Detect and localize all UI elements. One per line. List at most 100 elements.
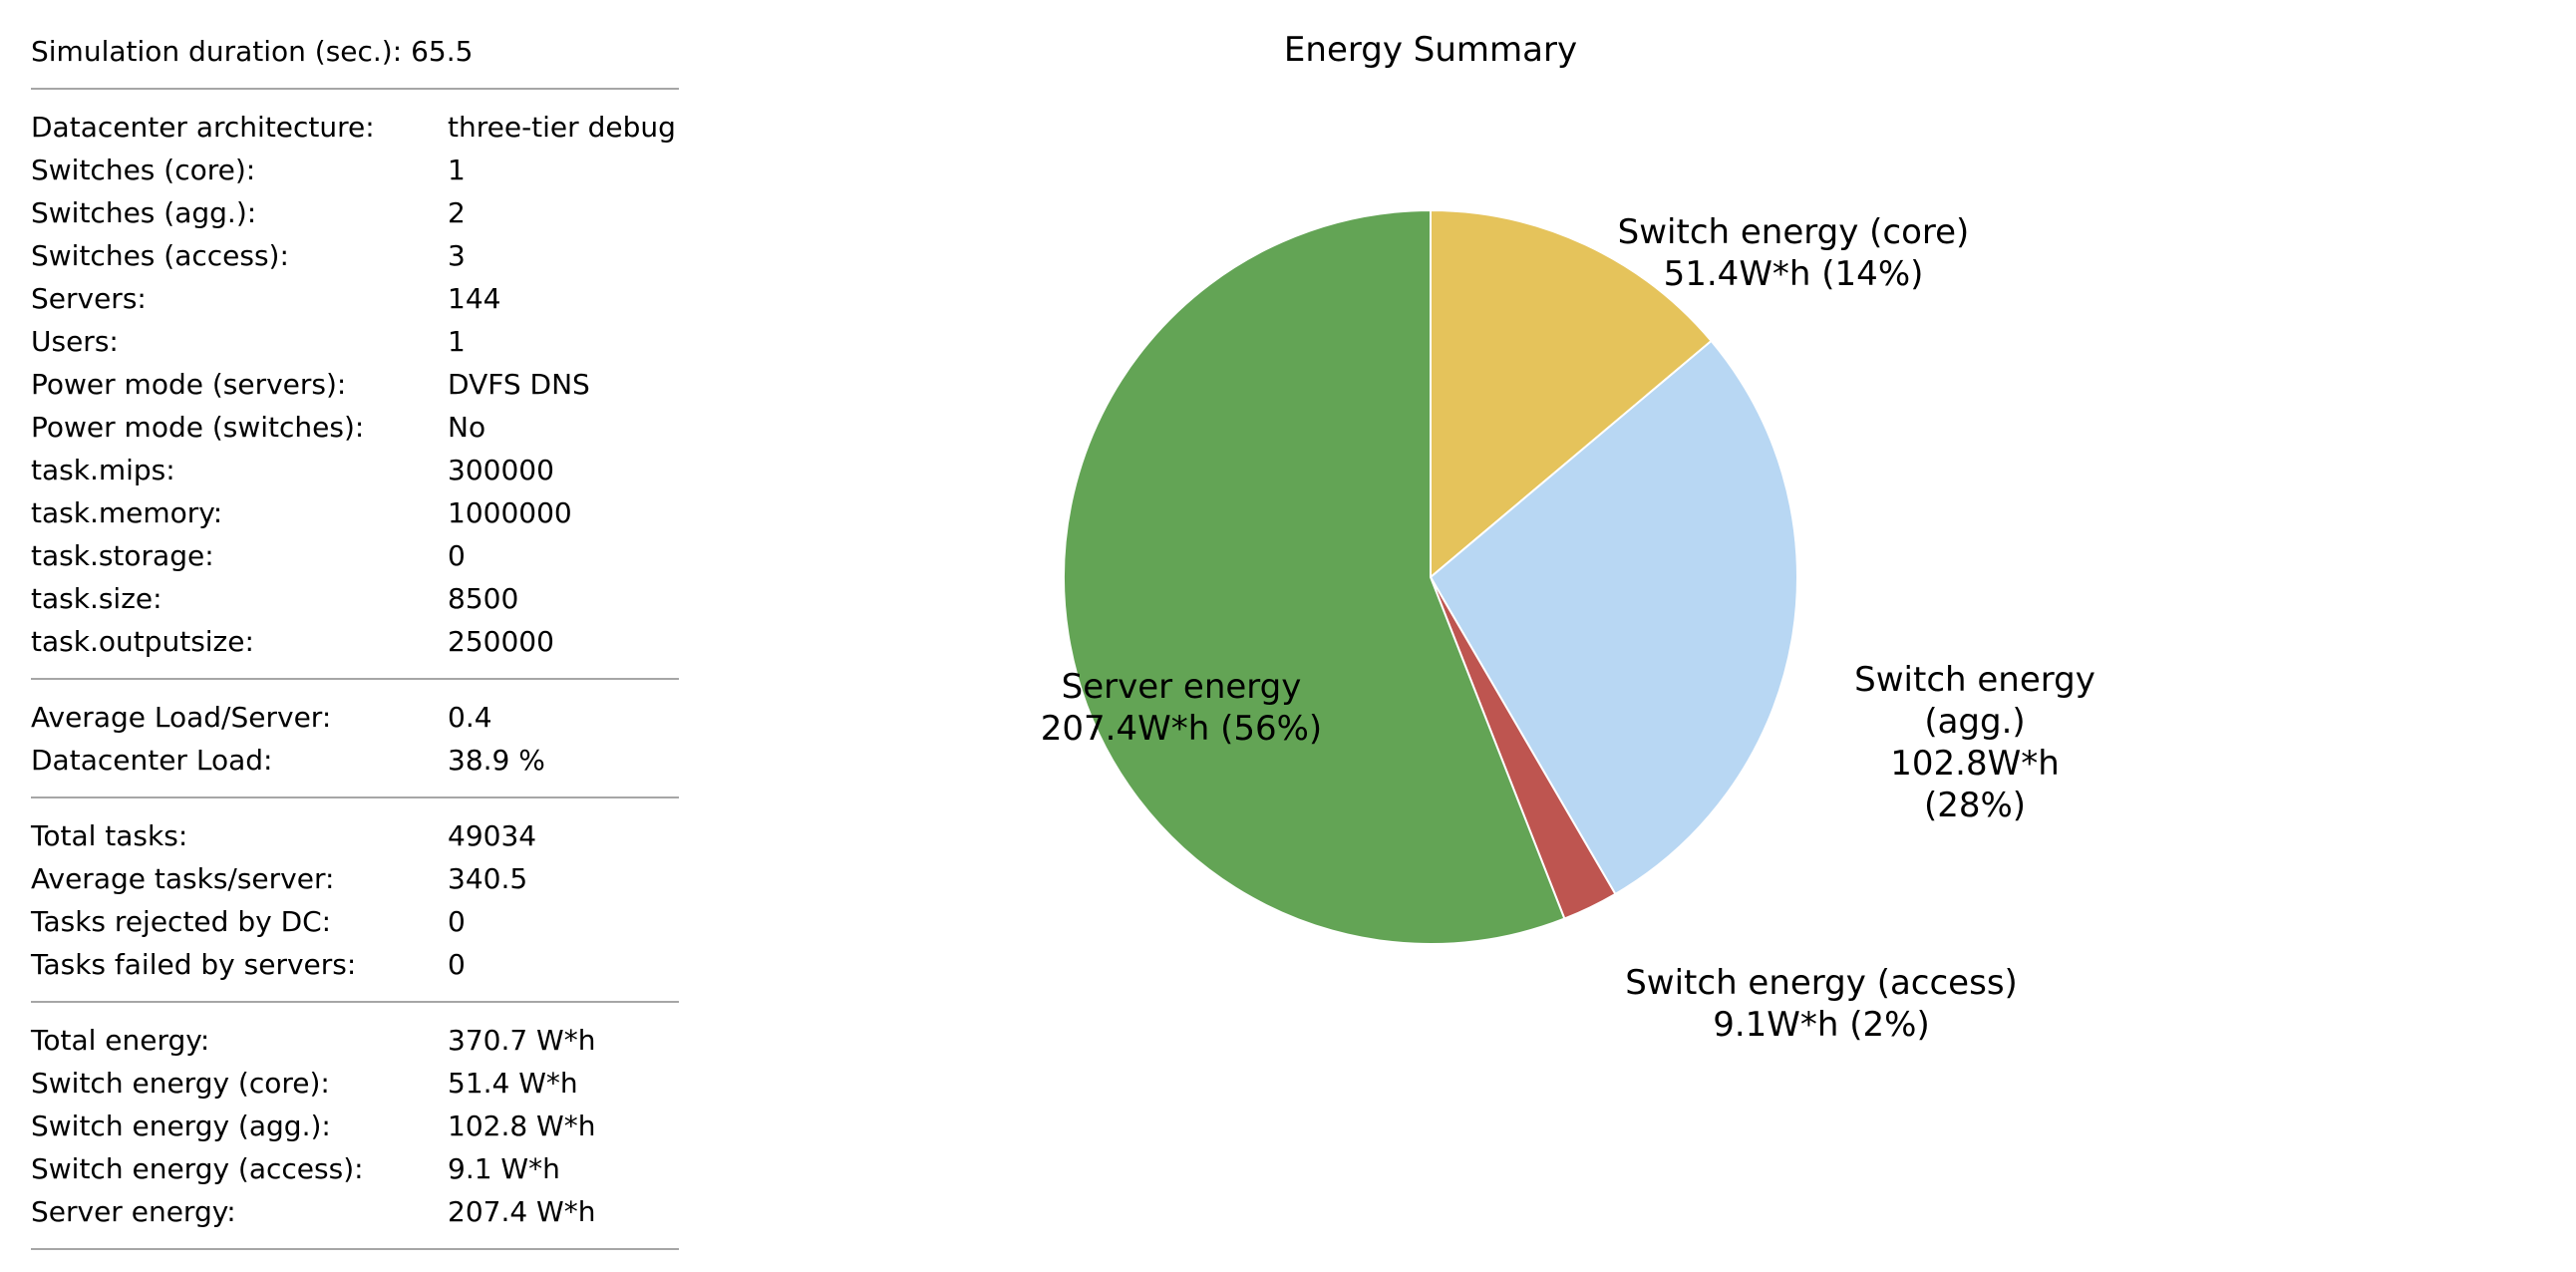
pie-slice-switch-energy-agg — [1429, 339, 1798, 896]
stat-row: Power mode (servers): DVFS DNS — [31, 363, 679, 406]
stat-row: Switches (agg.): 2 — [31, 191, 679, 234]
section-divider — [31, 1248, 679, 1250]
stat-value: 9.1 W*h — [448, 1152, 560, 1185]
stat-row: Average tasks/server: 340.5 — [31, 857, 679, 900]
pie-slice-label-line: Switch energy — [1854, 660, 2095, 700]
stat-label: task.outputsize: — [31, 625, 254, 658]
stat-value: 340.5 — [448, 862, 528, 895]
pie-labels: Switch energy (core) 51.4W*h (14%) Switch … — [1041, 212, 2095, 1045]
stat-row: Switches (core): 1 — [31, 149, 679, 191]
stat-row: Switch energy (core): 51.4 W*h — [31, 1062, 679, 1105]
stat-value: 207.4 W*h — [448, 1195, 596, 1228]
simulation-duration-row: Simulation duration (sec.): 65.5 — [31, 30, 679, 73]
stat-value: 144 — [448, 282, 501, 315]
stat-row: task.size: 8500 — [31, 577, 679, 620]
stat-label: Users: — [31, 325, 119, 358]
stat-value: 300000 — [448, 454, 554, 486]
pie-slices — [1063, 208, 1798, 945]
stat-value: 0.4 — [448, 701, 492, 734]
stat-value: No — [448, 411, 486, 444]
stat-row: task.memory: 1000000 — [31, 491, 679, 534]
stat-label: Switch energy (access): — [31, 1152, 364, 1185]
stat-value: 1 — [448, 154, 466, 186]
stat-row: Power mode (switches): No — [31, 406, 679, 449]
energy-summary-chart: Energy Summary Switch energy (core) 51.4W… — [947, 0, 2243, 1272]
stat-row: Users: 1 — [31, 320, 679, 363]
stat-value: 0 — [448, 539, 466, 572]
stat-value: 8500 — [448, 582, 519, 615]
pie-slice-label-line: 51.4W*h (14%) — [1664, 254, 1924, 294]
stat-label: Datacenter Load: — [31, 744, 273, 777]
simulation-duration-label: Simulation duration (sec.): — [31, 35, 403, 68]
stat-label: Total tasks: — [31, 819, 188, 852]
stat-group: Total tasks: 49034 Average tasks/server: 34… — [31, 814, 679, 986]
stat-label: Average tasks/server: — [31, 862, 335, 895]
pie-slice-label-line: (28%) — [1924, 786, 2026, 825]
stat-label: Switch energy (core): — [31, 1067, 330, 1100]
stat-label: Average Load/Server: — [31, 701, 332, 734]
stat-label: Datacenter architecture: — [31, 111, 375, 144]
stat-row: Server energy: 207.4 W*h — [31, 1190, 679, 1233]
stat-label: Power mode (switches): — [31, 411, 365, 444]
stat-value: 2 — [448, 196, 466, 229]
stat-row: Switches (access): 3 — [31, 234, 679, 277]
stat-value: 0 — [448, 905, 466, 938]
stat-label: Tasks rejected by DC: — [31, 905, 332, 938]
stat-row: Total energy: 370.7 W*h — [31, 1019, 679, 1062]
pie-slice-server-energy — [1063, 208, 1566, 945]
pie-slice-label-line: 207.4W*h (56%) — [1041, 709, 1322, 749]
pie-slice-switch-energy-core — [1430, 208, 1713, 580]
stat-label: task.memory: — [31, 496, 223, 529]
stat-group: Datacenter architecture: three-tier debug… — [31, 106, 679, 663]
stat-value: 3 — [448, 239, 466, 272]
stat-label: Tasks failed by servers: — [31, 948, 357, 981]
stat-label: Server energy: — [31, 1195, 236, 1228]
stat-value: 1000000 — [448, 496, 572, 529]
stat-label: Servers: — [31, 282, 147, 315]
pie-slice-label-line: (agg.) — [1924, 702, 2025, 742]
stat-row: task.mips: 300000 — [31, 449, 679, 491]
stat-row: Datacenter architecture: three-tier debug — [31, 106, 679, 149]
chart-title: Energy Summary — [1284, 30, 1577, 70]
stat-value: DVFS DNS — [448, 368, 590, 401]
stat-value: 1 — [448, 325, 466, 358]
stat-row: Switch energy (access): 9.1 W*h — [31, 1147, 679, 1190]
stat-label: Switch energy (agg.): — [31, 1110, 331, 1142]
stat-label: Power mode (servers): — [31, 368, 347, 401]
section-divider — [31, 678, 679, 680]
stat-groups: Datacenter architecture: three-tier debug… — [31, 88, 679, 1250]
stat-row: Total tasks: 49034 — [31, 814, 679, 857]
stat-value: 38.9 % — [448, 744, 545, 777]
pie-slice-label: Switch energy (access) 9.1W*h (2%) — [1625, 963, 2018, 1045]
pie-slice-label-line: Server energy — [1062, 667, 1302, 707]
simulation-stats-panel: Simulation duration (sec.): 65.5 Datacen… — [31, 30, 679, 1266]
stat-value: 102.8 W*h — [448, 1110, 596, 1142]
stat-label: task.storage: — [31, 539, 214, 572]
stat-label: Switches (agg.): — [31, 196, 257, 229]
stat-group: Total energy: 370.7 W*h Switch energy (cor… — [31, 1019, 679, 1233]
simulation-duration-value: 65.5 — [411, 35, 474, 68]
stat-group: Average Load/Server: 0.4 Datacenter Load: 3… — [31, 696, 679, 782]
pie-slice-label: Server energy 207.4W*h (56%) — [1041, 667, 1322, 749]
stat-row: Switch energy (agg.): 102.8 W*h — [31, 1105, 679, 1147]
stat-label: task.size: — [31, 582, 162, 615]
stat-value: 250000 — [448, 625, 554, 658]
stat-row: Tasks failed by servers: 0 — [31, 943, 679, 986]
stat-row: task.outputsize: 250000 — [31, 620, 679, 663]
pie-slice-label: Switch energy (agg.) 102.8W*h (28%) — [1854, 660, 2095, 825]
stat-row: Average Load/Server: 0.4 — [31, 696, 679, 739]
stat-value: three-tier debug — [448, 111, 676, 144]
stat-row: Datacenter Load: 38.9 % — [31, 739, 679, 782]
pie-slice-label-line: 102.8W*h — [1890, 744, 2060, 784]
stat-value: 0 — [448, 948, 466, 981]
stat-value: 49034 — [448, 819, 537, 852]
stat-value: 51.4 W*h — [448, 1067, 578, 1100]
pie-slice-label-line: 9.1W*h (2%) — [1713, 1005, 1930, 1045]
stat-row: Tasks rejected by DC: 0 — [31, 900, 679, 943]
pie-slice-label: Switch energy (core) 51.4W*h (14%) — [1618, 212, 1970, 294]
stat-label: Switches (access): — [31, 239, 289, 272]
energy-pie-chart-svg: Energy Summary Switch energy (core) 51.4W… — [1041, 30, 2095, 1045]
section-divider — [31, 88, 679, 90]
section-divider — [31, 796, 679, 798]
pie-slice-label-line: Switch energy (access) — [1625, 963, 2018, 1003]
